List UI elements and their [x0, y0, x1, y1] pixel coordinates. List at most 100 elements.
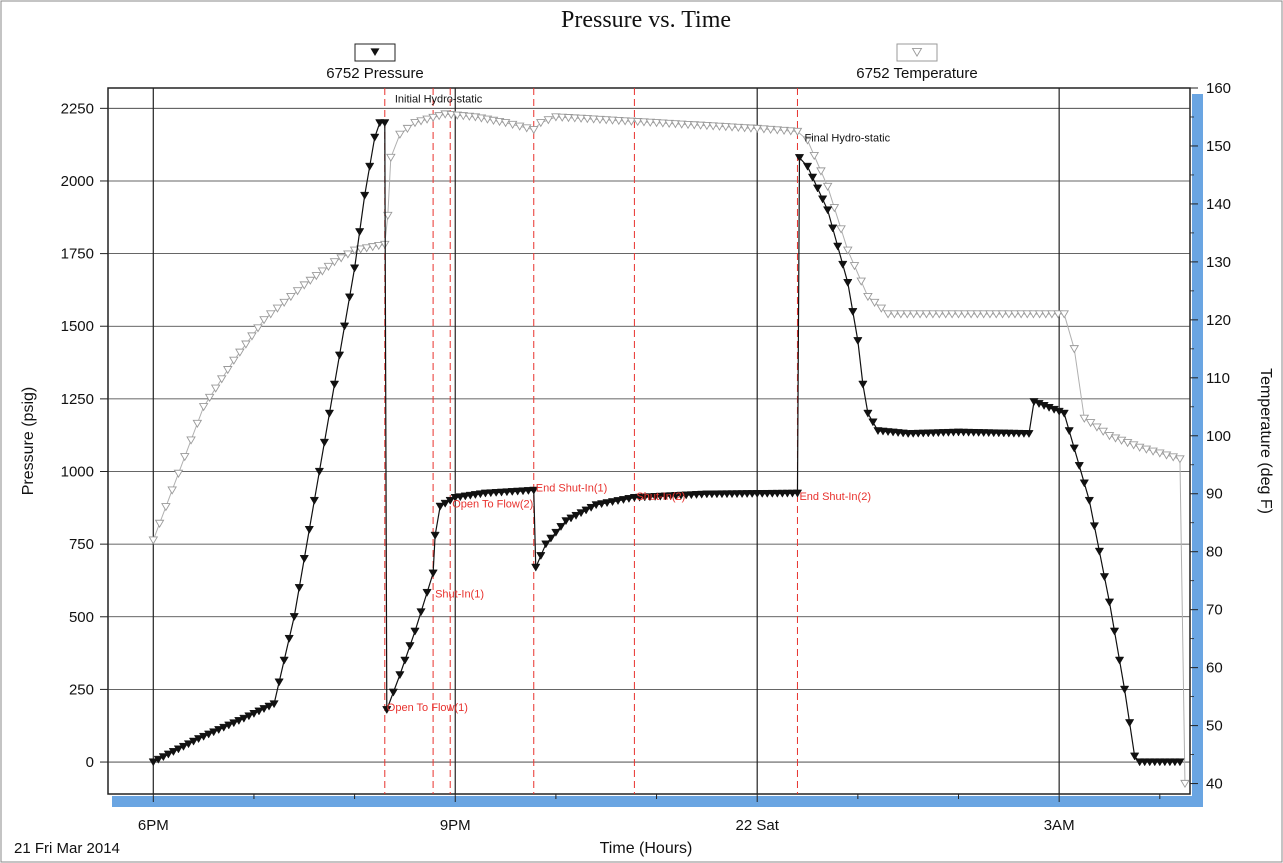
pressure-point	[334, 351, 345, 360]
temperature-point	[1122, 439, 1133, 448]
y-left-axis-title: Pressure (psig)	[20, 387, 37, 495]
temperature-point	[299, 281, 310, 290]
temperature-point	[1092, 423, 1102, 432]
pressure-point	[1099, 573, 1110, 582]
pressure-point	[309, 496, 319, 505]
pressure-point	[480, 489, 491, 498]
pressure-point	[422, 588, 432, 597]
temperature-point	[896, 310, 906, 319]
pressure-point	[314, 467, 325, 476]
pressure-point	[319, 438, 330, 447]
annotation-label: Final Hydro-static	[805, 133, 891, 145]
temperature-point	[746, 124, 756, 133]
temperature-point	[836, 225, 846, 234]
temperature-point	[241, 340, 251, 349]
temperature-point	[279, 298, 289, 307]
event-label: Open To Flow(1)	[387, 702, 468, 714]
pressure-point	[581, 506, 591, 515]
legend-pressure-marker	[370, 48, 380, 57]
pressure-point	[405, 642, 415, 651]
left-tick-label: 1750	[61, 246, 94, 263]
pressure-point	[817, 195, 828, 204]
temperature-point	[1110, 434, 1121, 443]
x-tick-label: 3AM	[1044, 817, 1075, 834]
temperature-point	[607, 116, 618, 125]
temperature-point	[1028, 310, 1039, 319]
pressure-point	[299, 555, 309, 563]
temperature-point	[402, 124, 413, 134]
pressure-point	[204, 730, 214, 739]
temperature-point	[816, 167, 826, 176]
pressure-point	[388, 688, 398, 697]
temperature-point	[1004, 310, 1014, 319]
legend: 6752 Pressure 6752 Temperature	[326, 43, 978, 82]
pressure-point	[279, 656, 289, 665]
pressure-point	[400, 656, 410, 665]
pressure-point	[284, 634, 294, 643]
temperature-point	[779, 126, 789, 135]
event-label: Shut-In(2)	[636, 491, 685, 503]
temperature-point	[928, 310, 938, 319]
temperature-point	[272, 304, 283, 313]
pressure-point	[843, 279, 853, 287]
temperature-point	[192, 419, 203, 428]
temperature-point	[582, 115, 593, 124]
pressure-point	[324, 409, 335, 418]
left-tick-label: 500	[69, 609, 94, 626]
event-label: End Shut-In(1)	[536, 482, 608, 494]
right-tick-label: 60	[1206, 660, 1223, 677]
temperature-point	[386, 153, 396, 163]
left-tick-label: 2250	[61, 100, 94, 117]
temperature-point	[204, 393, 215, 403]
pressure-point	[618, 496, 629, 505]
right-tick-label: 50	[1206, 718, 1223, 735]
temperature-point	[849, 262, 860, 271]
pressure-point	[239, 714, 249, 723]
pressure-point	[551, 528, 561, 537]
pressure-point	[269, 700, 279, 709]
pressure-point	[823, 206, 833, 215]
x-tick-label: 6PM	[138, 817, 169, 834]
temperature-point	[809, 151, 820, 161]
pressure-point	[158, 753, 168, 762]
pressure-point	[507, 488, 517, 496]
temperature-point	[915, 310, 925, 319]
temperature-point	[557, 113, 567, 122]
pressure-point	[168, 748, 179, 756]
x-tick-label: 9PM	[440, 817, 471, 834]
pressure-point	[349, 264, 360, 273]
temperature-point	[210, 384, 221, 393]
x-tick-label: 22 Sat	[736, 817, 780, 834]
pressure-point	[198, 732, 209, 741]
pressure-point	[329, 380, 340, 389]
temperature-point	[361, 244, 372, 253]
pressure-point	[416, 608, 426, 617]
pressure-point	[576, 509, 586, 518]
pressure-point	[536, 552, 546, 561]
temperature-point	[1085, 419, 1096, 428]
temperature-point	[1053, 310, 1063, 319]
right-tick-label: 140	[1206, 196, 1231, 213]
pressure-point	[259, 705, 269, 714]
temperature-point	[434, 112, 444, 121]
temperature-point	[940, 310, 951, 319]
temperature-point	[670, 120, 681, 129]
pressure-point	[395, 671, 405, 680]
pressure-point	[219, 723, 229, 732]
pressure-point	[382, 706, 392, 715]
pressure-point	[802, 162, 813, 171]
pressure-point	[607, 498, 618, 507]
pressure-point	[249, 710, 259, 718]
left-tick-label: 250	[69, 681, 94, 698]
temperature-point	[727, 123, 737, 132]
pressure-point	[264, 702, 274, 711]
temperature-point	[683, 120, 693, 130]
plot-shadow-bottom	[112, 796, 1196, 807]
temperature-point	[842, 246, 853, 255]
y-right-axis-title: Temperature (deg F)	[1257, 368, 1274, 514]
temperature-point	[934, 310, 945, 319]
temperature-point	[186, 436, 196, 445]
temperature-point	[440, 110, 450, 119]
